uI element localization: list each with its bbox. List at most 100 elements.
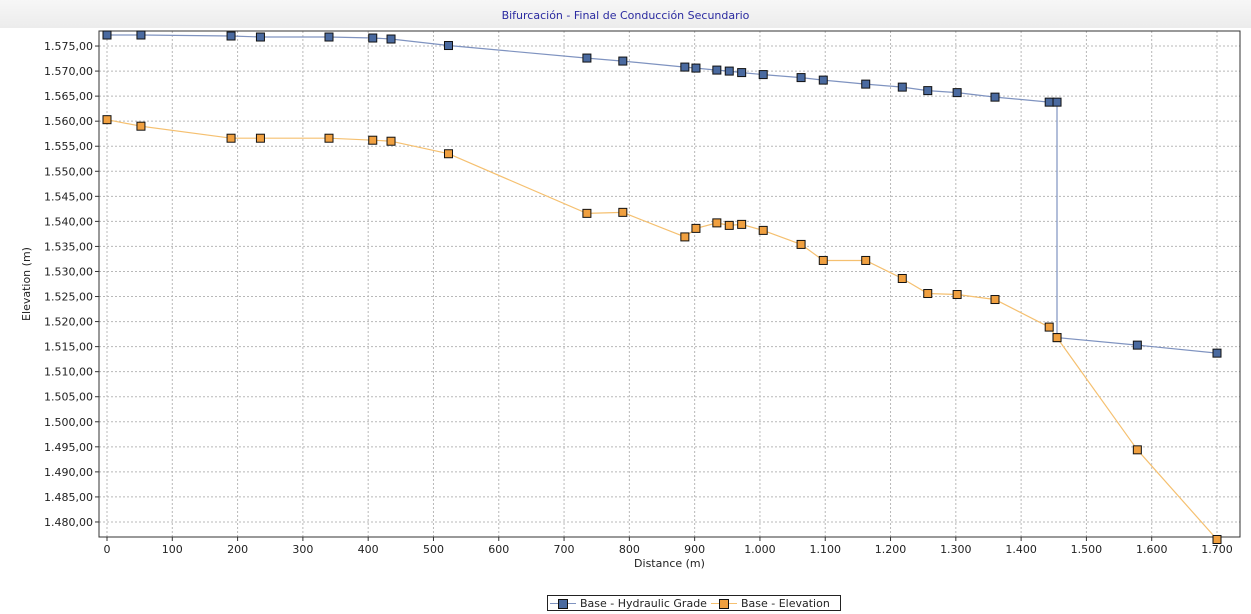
legend-item-hydraulic-grade: Base - Hydraulic Grade — [550, 597, 711, 610]
point-base-elevation — [368, 135, 378, 145]
point-base-elevation — [897, 273, 907, 283]
point-base-elevation — [618, 207, 628, 217]
x-axis-label: Distance (m) — [634, 557, 705, 570]
point-base-hydraulic-grade — [1052, 97, 1062, 107]
x-tick-label: 500 — [423, 543, 444, 556]
y-tick-label: 1.565,00 — [44, 90, 93, 103]
point-base-hydraulic-grade — [712, 65, 722, 75]
x-tick-label: 1.200 — [875, 543, 907, 556]
point-base-elevation — [990, 295, 1000, 305]
point-base-hydraulic-grade — [386, 34, 396, 44]
y-tick-label: 1.495,00 — [44, 441, 93, 454]
point-base-elevation — [952, 290, 962, 300]
x-tick-label: 400 — [358, 543, 379, 556]
point-base-hydraulic-grade — [618, 56, 628, 66]
point-base-elevation — [324, 133, 334, 143]
point-base-hydraulic-grade — [923, 86, 933, 96]
point-base-elevation — [443, 149, 453, 159]
point-base-elevation — [818, 255, 828, 265]
y-tick-label: 1.550,00 — [44, 165, 93, 178]
point-base-hydraulic-grade — [952, 88, 962, 98]
point-base-elevation — [691, 223, 701, 233]
legend-label-hydraulic-grade: Base - Hydraulic Grade — [580, 596, 707, 610]
x-tick-label: 1.700 — [1201, 543, 1233, 556]
y-tick-label: 1.525,00 — [44, 291, 93, 304]
point-base-hydraulic-grade — [226, 31, 236, 41]
chart-title: Bifurcación - Final de Conducción Secund… — [501, 9, 750, 22]
point-base-elevation — [582, 208, 592, 218]
point-base-hydraulic-grade — [1044, 97, 1054, 107]
point-base-elevation — [712, 218, 722, 228]
point-base-hydraulic-grade — [255, 32, 265, 42]
point-base-hydraulic-grade — [324, 32, 334, 42]
point-base-hydraulic-grade — [102, 30, 112, 40]
legend-swatch-hydraulic-grade — [550, 597, 576, 609]
point-base-hydraulic-grade — [368, 33, 378, 43]
legend: Base - Hydraulic Grade Base - Elevation — [547, 595, 841, 611]
point-base-elevation — [861, 255, 871, 265]
y-tick-label: 1.575,00 — [44, 40, 93, 53]
point-base-elevation — [680, 232, 690, 242]
x-tick-label: 200 — [227, 543, 248, 556]
y-axis-ticks: 1.575,00 1.570,00 1.565,00 1.560,00 1.555,00… — [44, 40, 99, 529]
y-tick-label: 1.530,00 — [44, 265, 93, 278]
point-base-hydraulic-grade — [136, 30, 146, 40]
y-tick-label: 1.515,00 — [44, 341, 93, 354]
x-tick-label: 0 — [104, 543, 111, 556]
x-tick-label: 700 — [554, 543, 575, 556]
point-base-elevation — [1132, 445, 1142, 455]
y-tick-label: 1.540,00 — [44, 215, 93, 228]
legend-label-elevation: Base - Elevation — [740, 596, 830, 610]
x-tick-label: 1.000 — [744, 543, 776, 556]
point-base-hydraulic-grade — [758, 70, 768, 80]
x-tick-label: 1.600 — [1136, 543, 1168, 556]
x-tick-label: 1.400 — [1005, 543, 1037, 556]
y-tick-label: 1.480,00 — [44, 516, 93, 529]
y-tick-label: 1.510,00 — [44, 366, 93, 379]
point-base-hydraulic-grade — [691, 63, 701, 73]
y-tick-label: 1.545,00 — [44, 190, 93, 203]
series-line-base-hydraulic-grade — [107, 34, 1218, 354]
point-base-elevation — [136, 121, 146, 131]
point-base-hydraulic-grade — [796, 73, 806, 83]
point-base-hydraulic-grade — [990, 92, 1000, 102]
legend-swatch-elevation — [710, 597, 737, 609]
point-base-elevation — [1044, 322, 1054, 332]
point-base-elevation — [226, 133, 236, 143]
x-tick-label: 600 — [488, 543, 509, 556]
point-base-hydraulic-grade — [818, 75, 828, 85]
x-tick-label: 300 — [292, 543, 313, 556]
plot-frame — [98, 30, 1241, 538]
y-tick-label: 1.485,00 — [44, 491, 93, 504]
grid — [99, 31, 1240, 537]
point-base-hydraulic-grade — [1212, 348, 1222, 358]
x-axis-ticks: 0 100 200 300 400 500 600 700 800 900 1.000 1.100 1.… — [104, 537, 1233, 556]
point-base-hydraulic-grade — [582, 53, 592, 63]
y-tick-label: 1.505,00 — [44, 391, 93, 404]
point-base-elevation — [758, 225, 768, 235]
point-base-hydraulic-grade — [737, 68, 747, 78]
x-tick-label: 800 — [619, 543, 640, 556]
point-base-hydraulic-grade — [443, 41, 453, 51]
y-tick-label: 1.500,00 — [44, 416, 93, 429]
point-base-hydraulic-grade — [897, 82, 907, 92]
y-tick-label: 1.570,00 — [44, 65, 93, 78]
point-base-hydraulic-grade — [861, 79, 871, 89]
y-axis-label: Elevation (m) — [20, 247, 33, 321]
x-tick-label: 1.300 — [940, 543, 972, 556]
x-tick-label: 1.100 — [809, 543, 841, 556]
point-base-elevation — [737, 219, 747, 229]
y-tick-label: 1.555,00 — [44, 140, 93, 153]
point-base-elevation — [724, 220, 734, 230]
point-base-hydraulic-grade — [724, 66, 734, 76]
y-tick-label: 1.490,00 — [44, 466, 93, 479]
point-base-hydraulic-grade — [1132, 340, 1142, 350]
point-base-elevation — [923, 289, 933, 299]
x-tick-label: 900 — [684, 543, 705, 556]
point-base-elevation — [386, 136, 396, 146]
point-base-elevation — [102, 115, 112, 125]
series-layer — [102, 30, 1222, 545]
y-tick-label: 1.520,00 — [44, 316, 93, 329]
